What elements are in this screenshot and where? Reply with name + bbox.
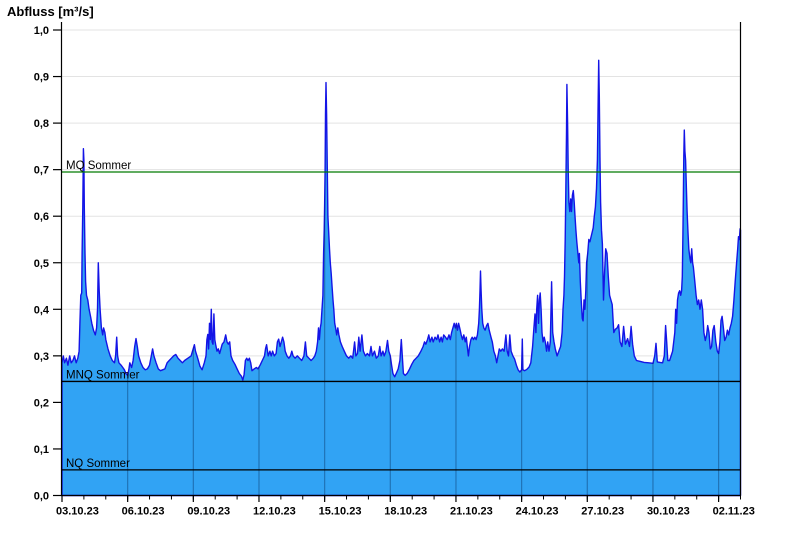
x-tick-label: 06.10.23 <box>122 506 165 518</box>
y-tick-label: 0,4 <box>34 304 50 316</box>
x-tick-label: 27.10.23 <box>581 506 624 518</box>
reference-line-label-1: MNQ Sommer <box>66 369 140 381</box>
x-tick-label: 30.10.23 <box>647 506 690 518</box>
x-tick-label: 02.11.23 <box>713 506 755 518</box>
y-tick-label: 0,3 <box>34 351 49 363</box>
x-tick-label: 18.10.23 <box>384 506 427 518</box>
x-tick-label: 09.10.23 <box>187 506 230 518</box>
reference-line-label-2: NQ Sommer <box>66 458 130 470</box>
y-tick-label: 0,8 <box>34 118 49 130</box>
x-tick-label: 15.10.23 <box>319 506 362 518</box>
discharge-area-series <box>61 59 742 497</box>
x-tick-label: 03.10.23 <box>56 506 99 518</box>
chart-title: Abfluss [m³/s] <box>7 4 94 19</box>
x-tick-label: 12.10.23 <box>253 506 296 518</box>
y-tick-label: 0,5 <box>34 258 49 270</box>
reference-line-label-0: MQ Sommer <box>66 160 131 172</box>
y-tick-label: 0,9 <box>34 72 49 84</box>
y-tick-label: 0,6 <box>34 211 49 223</box>
y-tick-label: 0,1 <box>34 444 49 456</box>
y-tick-label: 1,0 <box>34 25 49 37</box>
x-tick-label: 21.10.23 <box>450 506 493 518</box>
y-tick-label: 0,2 <box>34 397 49 409</box>
y-tick-label: 0,0 <box>34 491 49 503</box>
x-tick-label: 24.10.23 <box>516 506 559 518</box>
y-tick-label: 0,7 <box>34 165 49 177</box>
